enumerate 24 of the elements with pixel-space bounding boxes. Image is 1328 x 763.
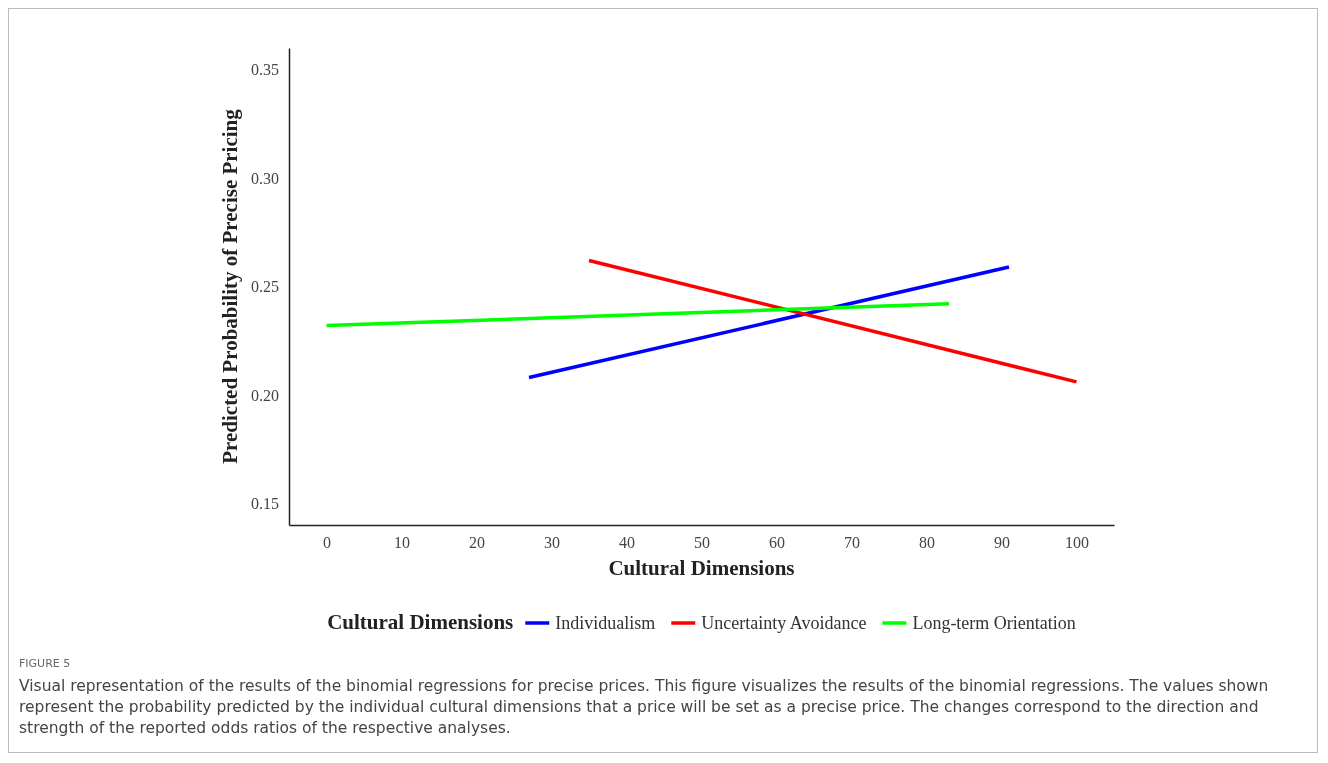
x-axis-title: Cultural Dimensions [608, 556, 795, 580]
x-tick-label: 40 [619, 534, 635, 552]
y-tick-label: 0.30 [251, 169, 279, 187]
y-tick-label: 0.20 [251, 386, 279, 404]
legend-label: Long-term Orientation [912, 613, 1076, 633]
x-tick-label: 0 [323, 534, 331, 552]
x-tick-label: 100 [1065, 534, 1089, 552]
y-tick-label: 0.15 [251, 494, 279, 512]
x-tick-label: 90 [994, 534, 1010, 552]
caption: FIGURE 5 [19, 657, 72, 670]
y-tick-label: 0.25 [251, 278, 279, 296]
text: Visual representation of the results of the binomial regressions for precise prices. This figure visualizes the results of the binomial regressions. The values shown represent the probability predicted by the individual cultural dimensions that a price will be set as a precise price. The changes correspond to the direction and strength of the reported odds ratios of the respective analyses. [19, 676, 1270, 739]
legend-label: Individualism [555, 613, 656, 633]
legend-title: Cultural Dimensions [327, 610, 514, 634]
x-tick-label: 60 [769, 534, 785, 552]
y-tick-label: 0.35 [251, 61, 279, 79]
y-axis-title: Predicted Probability of Precise Pricing [218, 108, 242, 464]
x-tick-label: 30 [544, 534, 560, 552]
legend-label: Uncertainty Avoidance [701, 613, 867, 633]
x-tick-label: 70 [844, 534, 860, 552]
x-tick-label: 10 [394, 534, 410, 552]
x-tick-label: 80 [919, 534, 935, 552]
x-tick-label: 50 [694, 534, 710, 552]
x-tick-label: 20 [469, 534, 485, 552]
